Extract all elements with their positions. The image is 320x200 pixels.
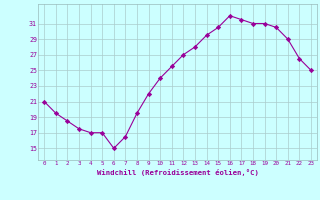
X-axis label: Windchill (Refroidissement éolien,°C): Windchill (Refroidissement éolien,°C) [97, 169, 259, 176]
